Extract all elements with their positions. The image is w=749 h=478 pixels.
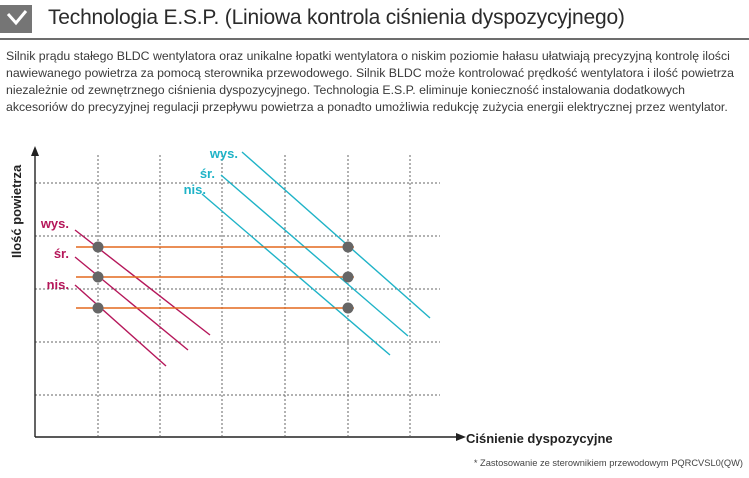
y-axis-label: Ilość powietrza <box>9 164 24 258</box>
point-right-high <box>342 241 354 253</box>
right-line-medium <box>220 174 409 337</box>
x-axis-label: Ciśnienie dyspozycyjne <box>466 431 613 446</box>
right-label-high: wys. <box>209 146 238 161</box>
y-axis-arrow <box>31 146 39 156</box>
checkmark-icon <box>0 5 32 33</box>
page-title: Technologia E.S.P. (Liniowa kontrola ciś… <box>48 6 625 29</box>
right-line-high <box>241 151 431 319</box>
left-line-medium <box>74 256 189 351</box>
left-line-low <box>74 284 167 367</box>
left-label-medium: śr. <box>54 246 69 261</box>
point-right-low <box>342 302 354 314</box>
right-line-low <box>201 193 391 356</box>
point-left-high <box>92 241 104 253</box>
left-label-high: wys. <box>40 216 69 231</box>
point-right-medium <box>342 271 354 283</box>
page-header: Technologia E.S.P. (Liniowa kontrola ciś… <box>0 0 749 40</box>
point-left-low <box>92 302 104 314</box>
description-text: Silnik prądu stałego BLDC wentylatora or… <box>6 49 734 114</box>
esp-diagram: wys. śr. nis. wys. śr. nis. Ilość powiet… <box>9 146 613 446</box>
right-label-medium: śr. <box>200 166 215 181</box>
footnote: * Zastosowanie ze sterownikiem przewodow… <box>473 458 743 468</box>
grid <box>35 155 440 436</box>
point-left-medium <box>92 271 104 283</box>
x-axis-arrow <box>456 433 466 441</box>
right-label-low: nis. <box>184 182 206 197</box>
left-label-low: nis. <box>47 277 69 292</box>
